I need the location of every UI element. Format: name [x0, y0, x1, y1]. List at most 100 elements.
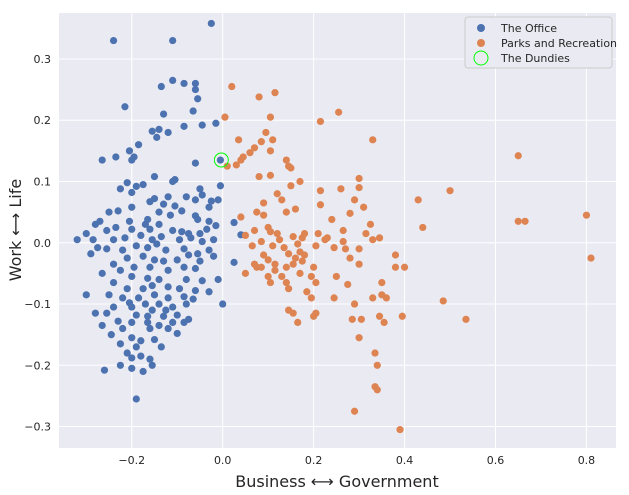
data-point-the-office — [209, 252, 218, 260]
data-point-parks-and-recreation — [266, 278, 275, 287]
data-point-the-office — [230, 218, 238, 227]
data-point-the-office — [144, 244, 152, 252]
data-point-parks-and-recreation — [398, 312, 406, 320]
data-point-the-office — [144, 274, 152, 282]
data-point-the-office — [182, 193, 190, 201]
data-point-the-office — [128, 364, 136, 372]
data-point-the-office — [116, 340, 124, 348]
data-point-parks-and-recreation — [264, 272, 272, 281]
data-point-parks-and-recreation — [310, 263, 318, 271]
data-point-parks-and-recreation — [314, 229, 322, 238]
data-point-parks-and-recreation — [273, 229, 281, 238]
data-point-the-office — [103, 309, 111, 317]
data-point-the-office — [109, 303, 118, 311]
data-point-parks-and-recreation — [289, 309, 297, 317]
data-point-parks-and-recreation — [348, 315, 356, 323]
data-point-parks-and-recreation — [439, 297, 447, 305]
data-point-parks-and-recreation — [250, 226, 259, 235]
plot-background — [59, 13, 616, 448]
data-point-the-office — [155, 125, 163, 134]
data-point-parks-and-recreation — [266, 171, 275, 179]
data-point-the-office — [159, 312, 168, 320]
data-point-the-office — [128, 188, 136, 197]
data-point-the-office — [169, 76, 177, 84]
data-point-parks-and-recreation — [255, 93, 263, 101]
data-point-the-office — [164, 324, 172, 333]
data-point-parks-and-recreation — [371, 349, 379, 357]
data-point-parks-and-recreation — [357, 315, 365, 323]
data-point-the-office — [89, 236, 97, 244]
data-point-the-office — [134, 141, 143, 149]
data-point-the-office — [128, 156, 136, 164]
data-point-the-office — [162, 306, 170, 314]
data-point-parks-and-recreation — [355, 260, 363, 268]
series-the-office — [73, 19, 245, 403]
data-point-parks-and-recreation — [514, 152, 522, 160]
data-point-parks-and-recreation — [253, 208, 261, 216]
data-point-parks-and-recreation — [260, 211, 268, 219]
data-point-parks-and-recreation — [278, 196, 286, 204]
data-point-parks-and-recreation — [339, 226, 347, 235]
data-point-parks-and-recreation — [237, 156, 245, 164]
x-tick-label: 0.4 — [396, 454, 414, 467]
data-point-the-office — [184, 251, 193, 259]
data-point-parks-and-recreation — [362, 229, 370, 238]
data-point-parks-and-recreation — [282, 208, 290, 216]
data-point-the-office — [189, 295, 197, 303]
data-point-parks-and-recreation — [262, 128, 270, 137]
data-point-the-office — [207, 197, 215, 205]
data-point-the-office — [112, 153, 120, 161]
data-point-the-office — [159, 200, 168, 208]
data-point-parks-and-recreation — [280, 244, 288, 252]
data-point-the-office — [203, 225, 211, 233]
data-point-the-office — [159, 257, 168, 265]
data-point-the-office — [146, 198, 154, 206]
data-point-parks-and-recreation — [271, 89, 279, 97]
data-point-parks-and-recreation — [396, 426, 404, 434]
data-point-the-office — [114, 207, 122, 215]
data-point-the-office — [205, 246, 213, 254]
data-point-parks-and-recreation — [278, 272, 286, 281]
legend: The Office Parks and Recreation The Dund… — [464, 16, 617, 69]
data-point-parks-and-recreation — [419, 223, 427, 232]
data-point-the-office — [189, 107, 197, 115]
data-point-parks-and-recreation — [294, 318, 302, 327]
data-point-the-office — [205, 217, 213, 225]
legend-label-the-office: The Office — [500, 22, 557, 35]
data-point-the-office — [139, 180, 147, 189]
data-point-the-office — [209, 236, 218, 244]
data-point-the-office — [169, 318, 177, 327]
data-point-parks-and-recreation — [521, 217, 529, 225]
data-point-the-office — [169, 36, 177, 45]
data-point-parks-and-recreation — [237, 213, 245, 221]
data-point-parks-and-recreation — [350, 407, 359, 415]
data-point-parks-and-recreation — [355, 174, 363, 183]
data-point-parks-and-recreation — [282, 278, 290, 287]
data-point-the-office — [173, 256, 181, 264]
data-point-the-office — [175, 236, 184, 244]
data-point-the-office — [148, 361, 156, 369]
data-point-the-office — [166, 211, 174, 219]
data-point-parks-and-recreation — [296, 177, 304, 186]
data-point-the-office — [73, 236, 81, 244]
x-axis-label: Business ⟷ Government — [235, 472, 438, 491]
data-point-parks-and-recreation — [375, 234, 384, 242]
data-point-the-office — [150, 335, 159, 344]
data-point-parks-and-recreation — [514, 217, 522, 225]
data-point-parks-and-recreation — [285, 285, 293, 293]
data-point-parks-and-recreation — [321, 236, 329, 244]
data-point-parks-and-recreation — [282, 263, 290, 271]
data-point-the-office — [146, 355, 154, 363]
data-point-parks-and-recreation — [391, 251, 400, 259]
data-point-the-office — [191, 264, 200, 273]
data-point-the-office — [116, 266, 124, 274]
data-point-the-office — [109, 278, 118, 287]
data-point-the-office — [91, 309, 99, 317]
data-point-parks-and-recreation — [298, 257, 306, 265]
data-point-the-office — [109, 36, 118, 45]
y-tick-label: 0.3 — [34, 53, 52, 66]
data-point-the-office — [191, 286, 200, 295]
data-point-parks-and-recreation — [312, 278, 320, 287]
data-point-parks-and-recreation — [287, 164, 295, 172]
data-point-the-office — [164, 283, 172, 291]
